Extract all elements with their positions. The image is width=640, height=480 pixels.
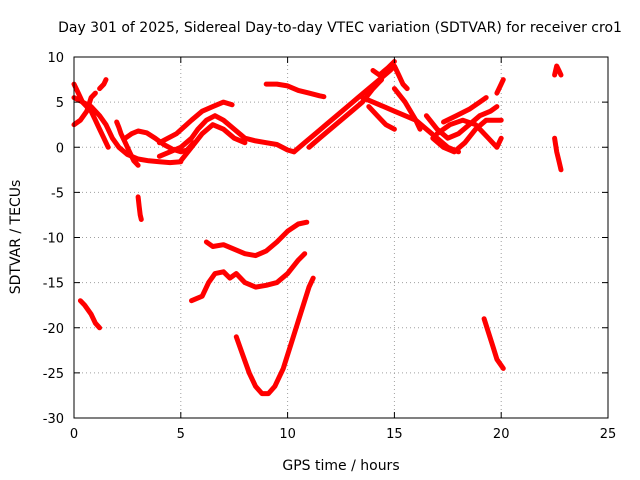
y-axis-label: SDTVAR / TECUs <box>8 180 24 295</box>
x-tick-label: 20 <box>493 427 510 442</box>
series-arc-24 <box>552 135 564 173</box>
x-tick-label: 10 <box>279 427 296 442</box>
x-axis-label: GPS time / hours <box>282 458 399 474</box>
series-arc-23 <box>552 63 564 78</box>
series-layer <box>71 59 564 397</box>
series-arc-15 <box>366 104 397 132</box>
y-tick-label: -25 <box>43 367 64 382</box>
grid <box>74 57 608 418</box>
y-tick-label: -20 <box>43 322 64 337</box>
series-arc-5 <box>114 119 141 168</box>
series-arc-22 <box>494 77 506 96</box>
series-arc-13 <box>306 77 385 150</box>
chart-title: Day 301 of 2025, Sidereal Day-to-day VTE… <box>58 20 622 36</box>
series-arc-10 <box>178 122 248 164</box>
series-arc-28 <box>233 275 316 397</box>
series-arc-7 <box>135 194 144 222</box>
series-arc-1 <box>71 81 111 150</box>
series-arc-8 <box>156 113 297 159</box>
series-arc-12 <box>291 63 410 155</box>
series-arc-11 <box>263 81 327 100</box>
series-arc-26 <box>203 219 310 259</box>
x-tick-label: 15 <box>386 427 403 442</box>
series-arc-27 <box>189 251 308 304</box>
y-tick-label: -5 <box>51 186 64 201</box>
x-tick-label: 0 <box>70 427 78 442</box>
y-tick-label: 0 <box>56 141 64 156</box>
series-arc-19 <box>430 117 504 155</box>
y-tick-label: -15 <box>43 277 64 292</box>
y-tick-label: 5 <box>56 96 64 111</box>
x-tick-label: 25 <box>600 427 617 442</box>
series-arc-9 <box>156 99 235 146</box>
series-arc-21 <box>441 95 489 125</box>
series-arc-2 <box>71 90 98 128</box>
x-tick-label: 5 <box>177 427 185 442</box>
series-arc-4 <box>97 77 109 92</box>
series-arc-3 <box>71 95 184 166</box>
series-arc-16 <box>370 59 397 78</box>
series-arc-25 <box>77 298 103 331</box>
series-arc-29 <box>481 316 506 371</box>
y-tick-label: -10 <box>43 232 64 247</box>
y-tick-label: 10 <box>47 51 64 66</box>
series-arc-20 <box>434 117 504 150</box>
axis-ticks: 0 5 10 15 20 25 10 5 0 -5 -10 -15 -20 -25 -30 <box>43 51 617 442</box>
y-tick-label: -30 <box>43 412 64 427</box>
